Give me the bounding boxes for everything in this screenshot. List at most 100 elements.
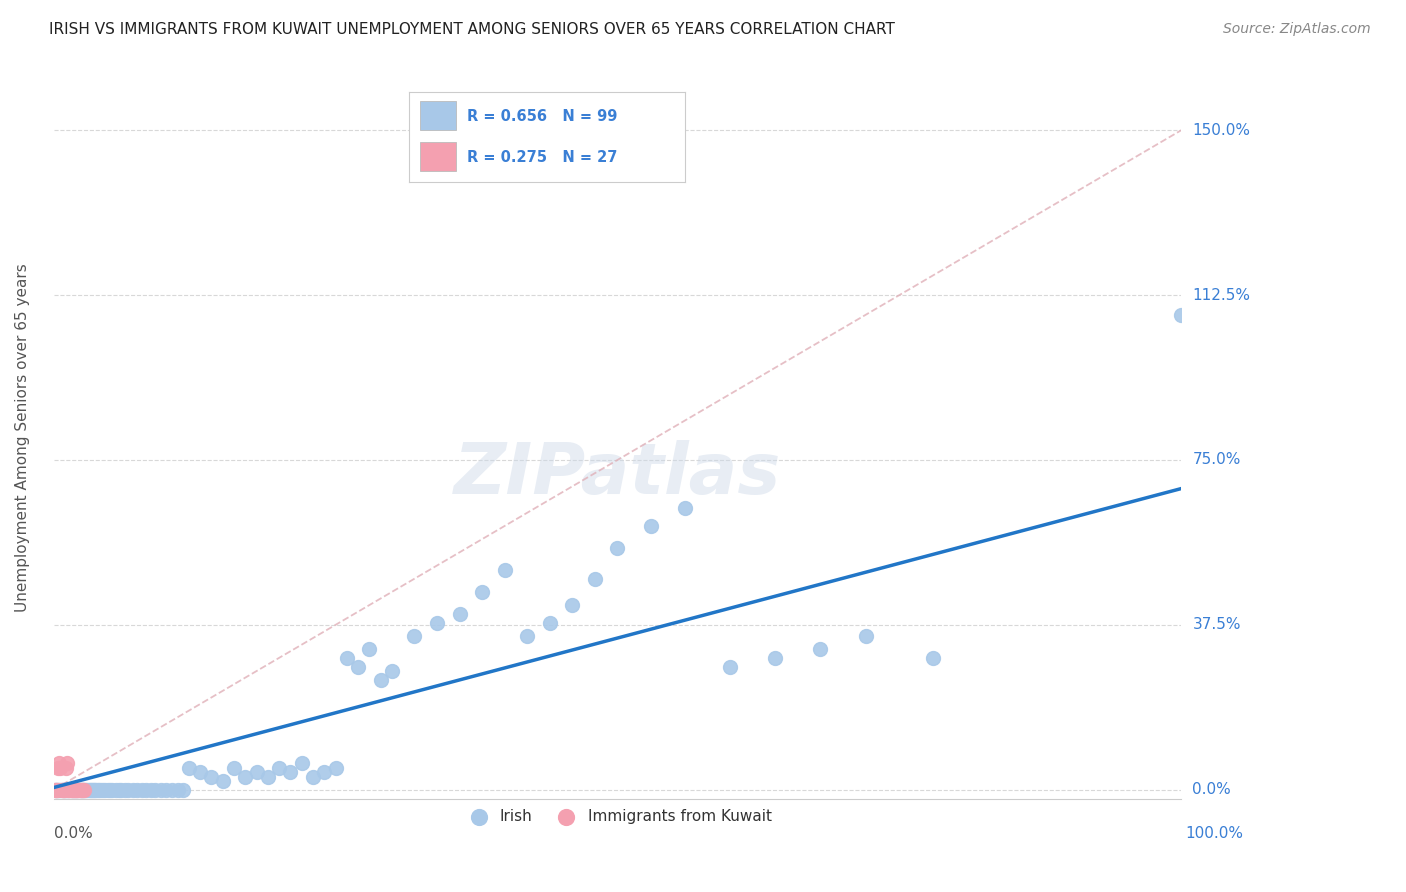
Text: 0.0%: 0.0% [53,826,93,841]
Point [72,782,94,797]
Point [69,782,91,797]
Point [44,782,66,797]
Point [200,770,222,784]
Point [53,782,76,797]
Point [46,782,69,797]
Point [51,782,73,797]
Point [86,782,108,797]
Point [75,782,97,797]
Point [426,615,449,630]
Point [76,782,98,797]
Point [139,782,162,797]
Point [280,765,302,780]
Point [449,607,471,621]
Point [67,782,90,797]
Point [80,782,103,797]
Point [62,782,84,797]
Point [82,782,104,797]
Point [44,782,66,797]
Point [104,782,127,797]
Point [538,615,561,630]
Point [404,629,426,643]
Point [55,782,77,797]
Point [121,782,143,797]
Text: Source: ZipAtlas.com: Source: ZipAtlas.com [1223,22,1371,37]
Point [59,782,82,797]
Point [60,782,83,797]
Text: ZIPatlas: ZIPatlas [454,440,782,508]
Point [673,501,696,516]
Legend: Irish, Immigrants from Kuwait: Irish, Immigrants from Kuwait [457,804,778,830]
Point [58,782,80,797]
Point [336,650,359,665]
Point [160,782,183,797]
Text: IRISH VS IMMIGRANTS FROM KUWAIT UNEMPLOYMENT AMONG SENIORS OVER 65 YEARS CORRELA: IRISH VS IMMIGRANTS FROM KUWAIT UNEMPLOY… [49,22,896,37]
Text: 112.5%: 112.5% [1192,287,1250,302]
Point [291,756,314,771]
Point [69,782,91,797]
Y-axis label: Unemployment Among Seniors over 65 years: Unemployment Among Seniors over 65 years [15,264,30,613]
Point [98,782,121,797]
Point [45,782,67,797]
Point [718,659,741,673]
Point [188,765,211,780]
Point [63,782,86,797]
Point [46,782,69,797]
Point [172,782,194,797]
Point [233,770,256,784]
Point [79,782,101,797]
Point [583,572,606,586]
Text: 0.0%: 0.0% [1192,782,1232,797]
Point [55,761,77,775]
Point [49,782,72,797]
Point [325,761,347,775]
Point [45,782,67,797]
Point [62,782,84,797]
Point [763,650,786,665]
Point [48,782,70,797]
Point [73,782,96,797]
Point [494,563,516,577]
Point [117,782,139,797]
Point [77,782,100,797]
Point [855,629,877,643]
Point [125,782,148,797]
Point [58,782,80,797]
Point [70,782,93,797]
Point [90,782,112,797]
Point [810,642,832,657]
Point [177,761,200,775]
Point [131,782,153,797]
Point [66,782,89,797]
Point [84,782,107,797]
Point [69,782,91,797]
Point [49,761,72,775]
Point [1170,308,1192,322]
Point [370,673,392,687]
Point [60,782,83,797]
Point [69,782,91,797]
Point [63,782,86,797]
Point [314,765,336,780]
Point [65,782,87,797]
Point [359,642,381,657]
Point [381,664,404,678]
Point [561,598,583,612]
Point [67,782,90,797]
Point [46,782,69,797]
Point [83,782,105,797]
Point [66,782,89,797]
Point [52,782,75,797]
Point [471,585,494,599]
Point [108,782,131,797]
Point [245,765,267,780]
Point [52,782,75,797]
Point [222,761,245,775]
Point [149,782,172,797]
Point [72,782,94,797]
Point [155,782,177,797]
Point [63,782,86,797]
Point [640,519,662,533]
Point [257,770,280,784]
Point [302,770,325,784]
